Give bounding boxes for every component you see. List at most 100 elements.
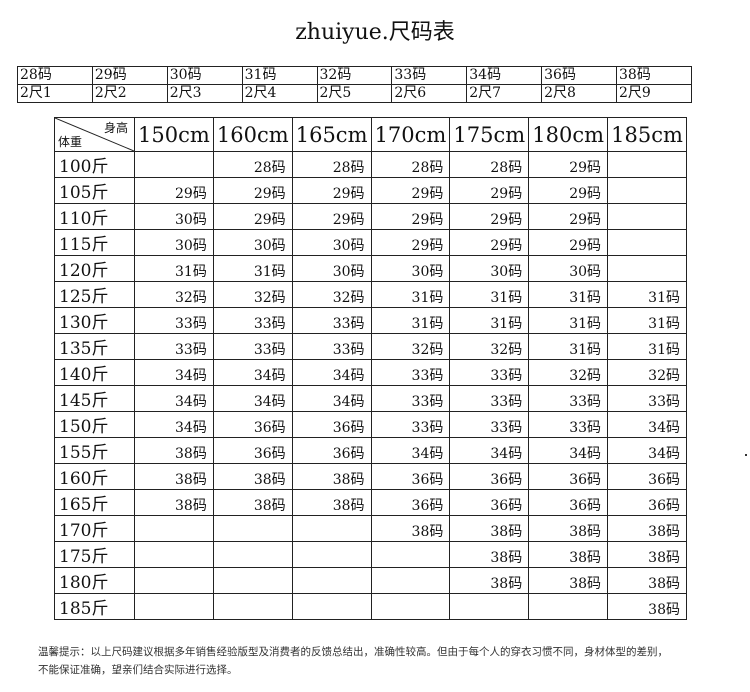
size-cell <box>134 515 214 542</box>
diagonal-line <box>55 118 134 151</box>
conversion-size-cell: 30码 <box>166 66 243 85</box>
size-cell: 29码 <box>212 203 293 230</box>
weight-label-cell: 145斤 <box>54 385 135 412</box>
conversion-size-cell: 33码 <box>391 66 468 85</box>
size-cell: 31码 <box>134 255 214 282</box>
size-cell: 34码 <box>528 437 609 464</box>
height-header-row: 身高 体重 150cm 160cm 165cm 170cm 175cm 180cm 185c… <box>54 117 687 152</box>
size-cell: 34码 <box>607 411 687 438</box>
height-header-cell: 165cm <box>291 117 372 152</box>
conversion-waist-cell: 2尺7 <box>466 84 543 103</box>
size-cell: 30码 <box>291 255 372 282</box>
weight-label-cell: 110斤 <box>54 203 135 230</box>
size-cell <box>212 541 293 568</box>
size-cell: 29码 <box>134 177 214 204</box>
conversion-waist-cell: 2尺3 <box>166 84 243 103</box>
size-cell: 33码 <box>449 385 530 412</box>
conversion-waist-cell: 2尺1 <box>17 84 93 103</box>
height-header-cell: 170cm <box>370 117 451 152</box>
size-cell: 31码 <box>528 281 609 308</box>
table-row: 145斤 34码 34码 34码 33码 33码 33码 33码 <box>54 385 687 412</box>
size-cell: 38码 <box>134 489 214 516</box>
height-corner-label: 身高 <box>103 121 128 135</box>
size-cell: 31码 <box>607 333 687 360</box>
size-cell <box>607 255 687 282</box>
size-cell: 36码 <box>607 463 687 490</box>
size-cell: 38码 <box>607 541 687 568</box>
size-cell: 33码 <box>449 359 530 386</box>
stray-dot <box>745 454 747 456</box>
waist-conversion-table: 28码 29码 30码 31码 32码 33码 34码 36码 38码 2尺1 2尺2 2尺3 2尺4… <box>17 66 692 103</box>
size-cell: 38码 <box>370 515 451 542</box>
weight-label-cell: 100斤 <box>54 151 135 178</box>
size-cell: 36码 <box>528 463 609 490</box>
size-cell: 33码 <box>291 333 372 360</box>
size-cell: 33码 <box>212 307 293 334</box>
size-cell: 33码 <box>528 385 609 412</box>
size-cell: 38码 <box>134 437 214 464</box>
corner-header-cell: 身高 体重 <box>54 117 135 152</box>
size-cell: 33码 <box>370 385 451 412</box>
size-cell: 38码 <box>528 567 609 594</box>
weight-label-cell: 170斤 <box>54 515 135 542</box>
weight-label-cell: 140斤 <box>54 359 135 386</box>
size-cell: 34码 <box>291 385 372 412</box>
size-cell: 30码 <box>370 255 451 282</box>
size-cell: 36码 <box>212 411 293 438</box>
conversion-size-cell: 28码 <box>17 66 93 85</box>
table-row: 125斤 32码 32码 32码 31码 31码 31码 31码 <box>54 281 687 308</box>
size-cell <box>607 151 687 178</box>
size-cell: 32码 <box>212 281 293 308</box>
size-cell: 32码 <box>607 359 687 386</box>
size-cell <box>449 593 530 620</box>
table-row: 115斤 30码 30码 30码 29码 29码 29码 <box>54 229 687 256</box>
table-row: 100斤 28码 28码 28码 28码 29码 <box>54 151 687 178</box>
weight-label-cell: 115斤 <box>54 229 135 256</box>
size-cell: 29码 <box>291 203 372 230</box>
size-cell: 38码 <box>607 515 687 542</box>
size-cell: 28码 <box>291 151 372 178</box>
size-cell: 31码 <box>212 255 293 282</box>
size-cell: 31码 <box>370 307 451 334</box>
size-cell: 33码 <box>370 411 451 438</box>
conversion-size-cell: 31码 <box>241 66 318 85</box>
size-cell: 38码 <box>607 567 687 594</box>
size-cell: 30码 <box>291 229 372 256</box>
size-cell: 34码 <box>212 385 293 412</box>
size-cell: 33码 <box>607 385 687 412</box>
size-cell: 30码 <box>134 203 214 230</box>
size-cell <box>607 229 687 256</box>
size-cell <box>212 515 293 542</box>
size-cell <box>212 567 293 594</box>
size-cell: 36码 <box>607 489 687 516</box>
conversion-size-cell: 34码 <box>466 66 543 85</box>
conversion-waist-cell: 2尺2 <box>91 84 168 103</box>
size-cell: 30码 <box>212 229 293 256</box>
table-row: 180斤 38码 38码 38码 <box>54 567 687 594</box>
weight-label-cell: 160斤 <box>54 463 135 490</box>
table-row: 105斤 29码 29码 29码 29码 29码 29码 <box>54 177 687 204</box>
height-header-cell: 180cm <box>528 117 609 152</box>
size-cell: 29码 <box>528 203 609 230</box>
conversion-waist-cell: 2尺9 <box>616 84 692 103</box>
table-row: 130斤 33码 33码 33码 31码 31码 31码 31码 <box>54 307 687 334</box>
size-cell: 38码 <box>528 515 609 542</box>
size-cell: 28码 <box>449 151 530 178</box>
weight-label-cell: 105斤 <box>54 177 135 204</box>
size-cell <box>607 177 687 204</box>
size-cell: 30码 <box>528 255 609 282</box>
size-cell: 28码 <box>370 151 451 178</box>
size-cell: 31码 <box>370 281 451 308</box>
conversion-size-cell: 38码 <box>616 66 692 85</box>
size-cell <box>370 567 451 594</box>
size-cell: 36码 <box>370 463 451 490</box>
size-cell: 29码 <box>528 229 609 256</box>
size-cell: 29码 <box>370 203 451 230</box>
weight-label-cell: 165斤 <box>54 489 135 516</box>
size-cell: 36码 <box>370 489 451 516</box>
weight-label-cell: 125斤 <box>54 281 135 308</box>
size-cell: 38码 <box>212 489 293 516</box>
height-header-cell: 175cm <box>449 117 530 152</box>
size-cell: 29码 <box>449 203 530 230</box>
size-cell: 38码 <box>528 541 609 568</box>
